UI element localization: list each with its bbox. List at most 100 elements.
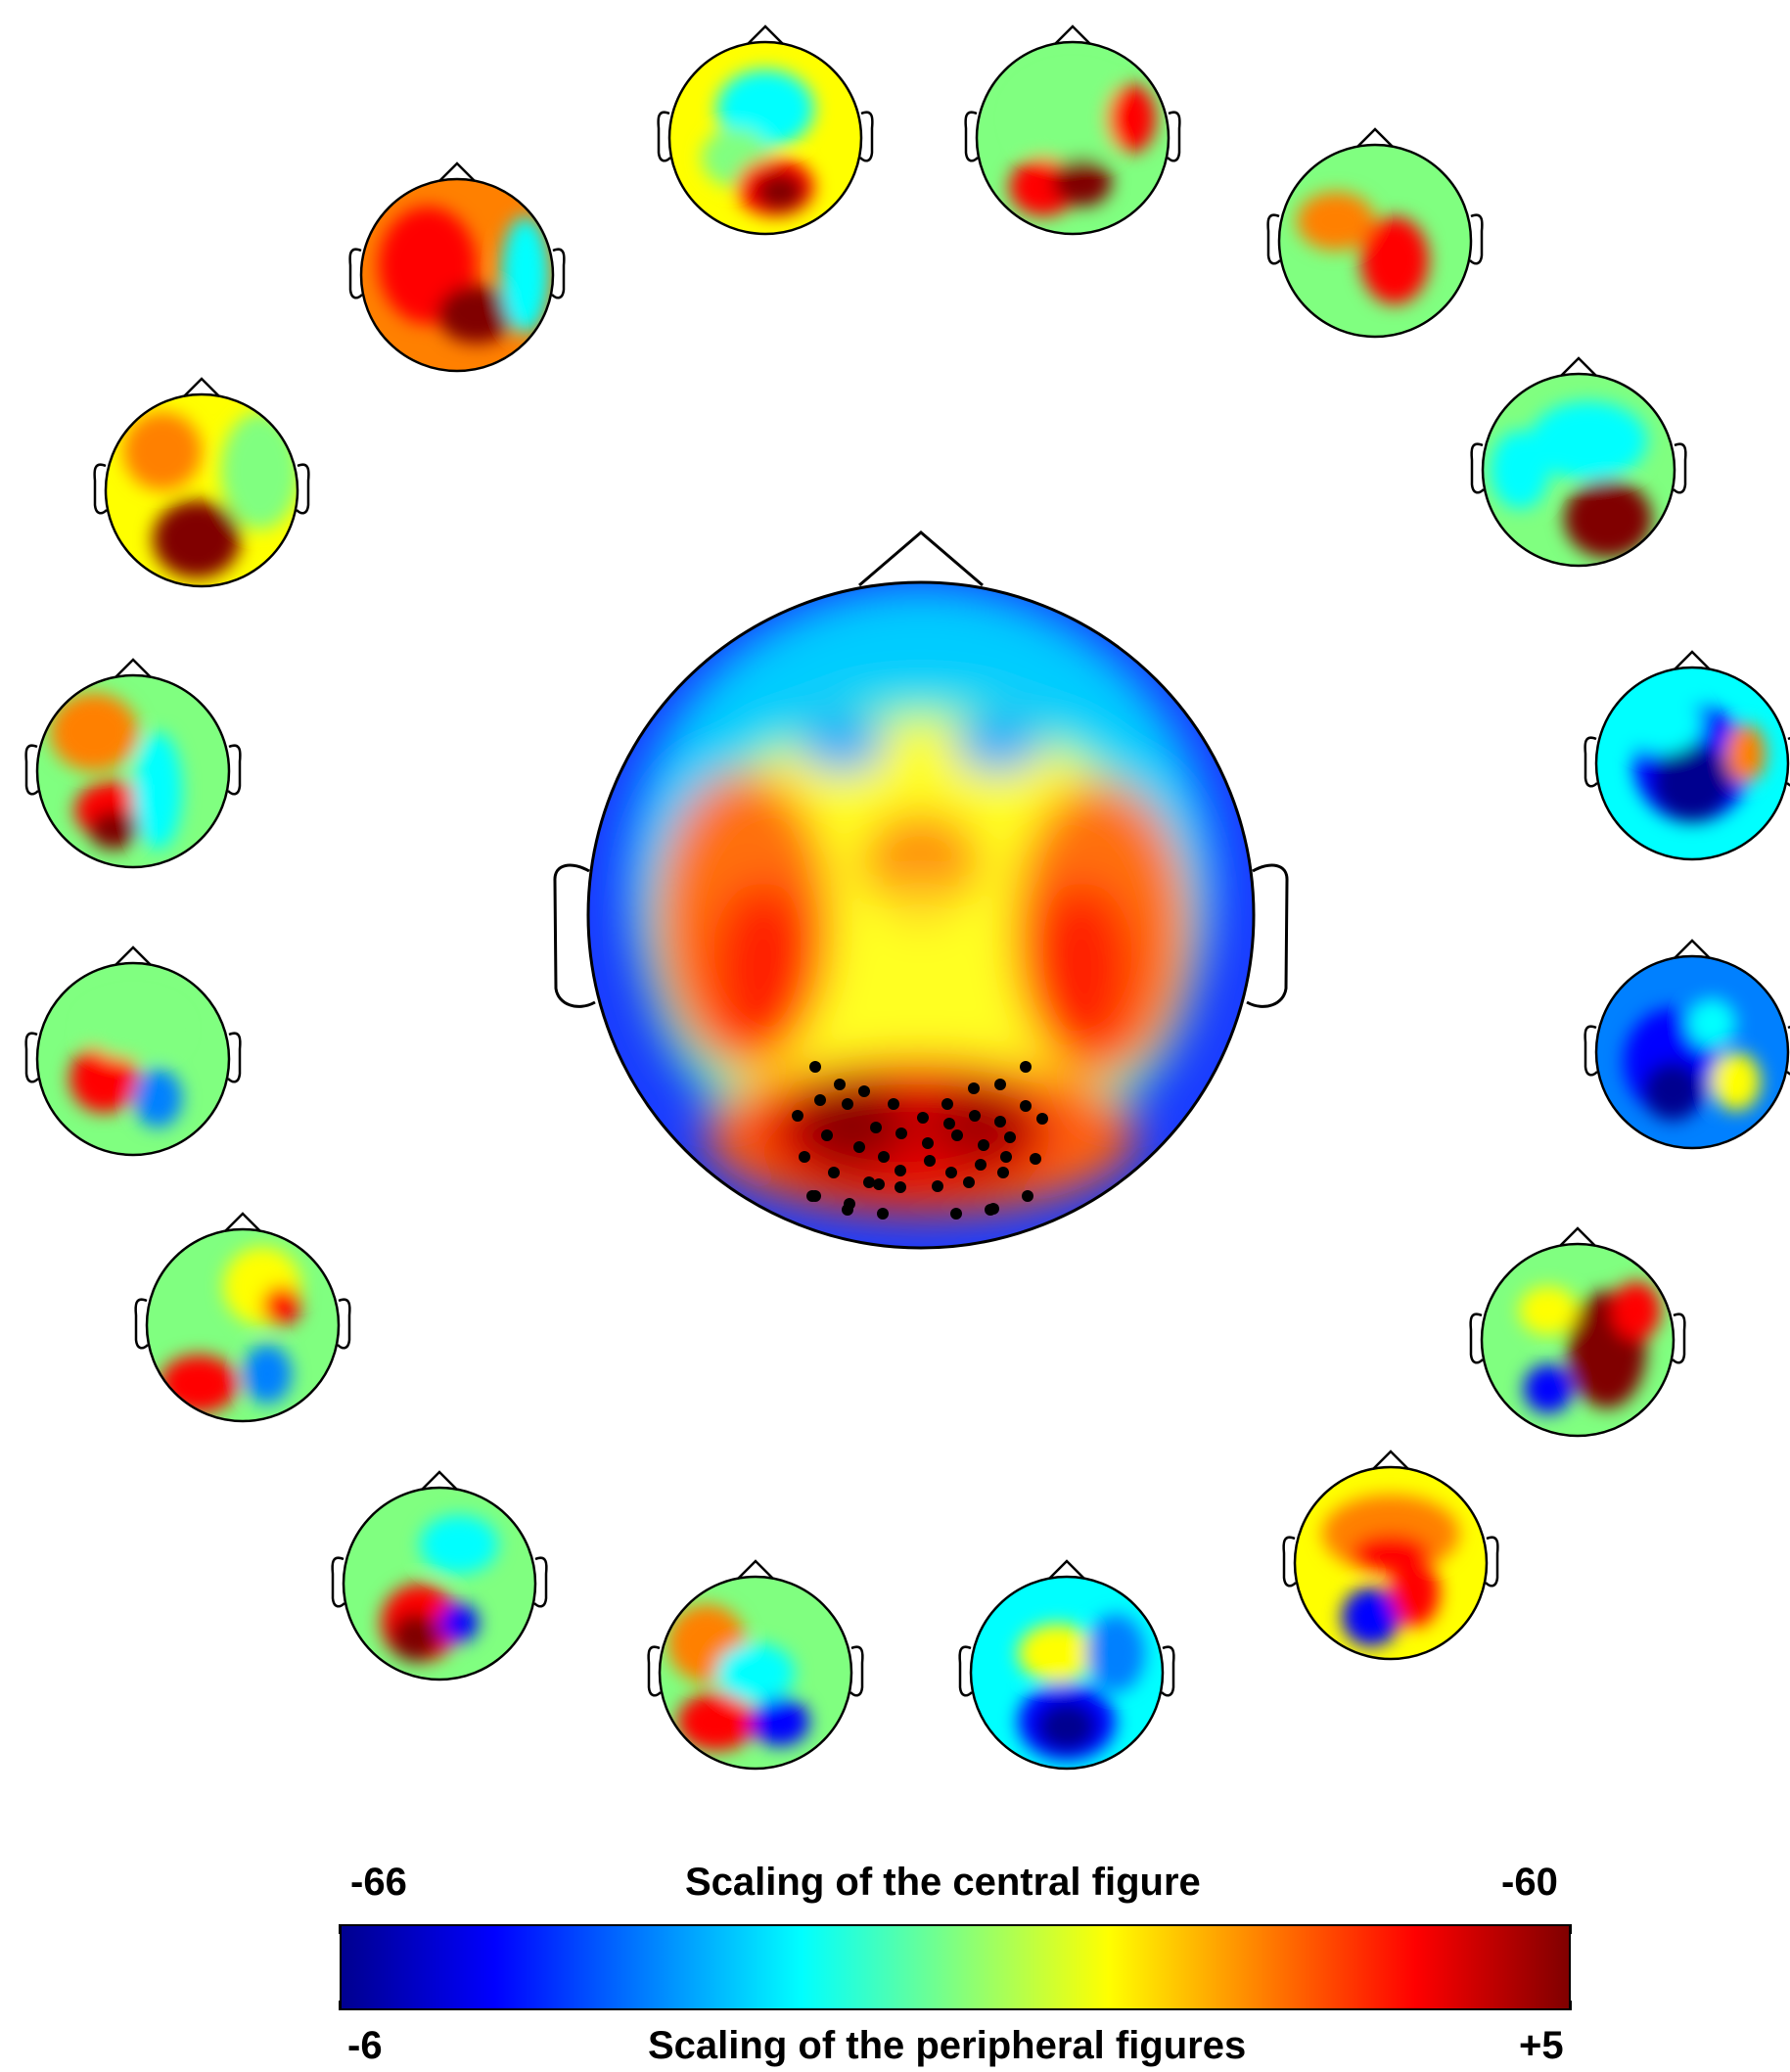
peripheral-scale-min: -6 — [347, 2024, 383, 2067]
peripheral-nose — [1048, 1559, 1085, 1580]
electrode-marker — [806, 1190, 818, 1202]
peripheral-topomap — [1583, 939, 1790, 1150]
peripheral-topomap — [24, 945, 242, 1157]
peripheral-nose — [1674, 939, 1711, 959]
electrode-marker — [809, 1061, 821, 1073]
peripheral-left-ear — [647, 1645, 662, 1697]
peripheral-right-ear — [296, 463, 310, 515]
peripheral-right-ear — [1672, 1312, 1686, 1364]
peripheral-topomap — [24, 658, 242, 869]
peripheral-topomap — [964, 24, 1181, 236]
electrode-marker — [924, 1155, 936, 1167]
electrode-marker — [978, 1139, 989, 1151]
peripheral-head-circle — [1594, 666, 1790, 861]
electrode-marker — [888, 1098, 899, 1110]
significant-electrodes — [792, 1061, 1048, 1220]
peripheral-topomap — [331, 1470, 548, 1681]
peripheral-scale-max: +5 — [1519, 2024, 1564, 2067]
peripheral-nose — [224, 1212, 261, 1232]
peripheral-left-ear — [1583, 736, 1598, 788]
peripheral-left-ear — [657, 111, 671, 162]
peripheral-right-ear — [1167, 111, 1181, 162]
electrode-marker — [895, 1128, 907, 1139]
peripheral-left-ear — [93, 463, 108, 515]
electrode-marker — [877, 1208, 889, 1220]
peripheral-topomaps — [24, 24, 1790, 1771]
central-nose — [858, 530, 984, 587]
electrode-marker — [975, 1159, 987, 1171]
peripheral-topomap — [1470, 356, 1687, 568]
peripheral-right-ear — [1469, 213, 1484, 265]
peripheral-nose — [1559, 1226, 1596, 1247]
electrode-marker — [945, 1167, 957, 1178]
peripheral-left-ear — [24, 1032, 39, 1083]
peripheral-left-ear — [1469, 1312, 1484, 1364]
central-head-outline — [553, 530, 1289, 1008]
peripheral-right-ear — [1485, 1536, 1499, 1588]
peripheral-left-ear — [1470, 442, 1485, 494]
peripheral-right-ear — [859, 111, 874, 162]
peripheral-head-circle — [1480, 1242, 1675, 1438]
peripheral-head-circle — [1293, 1465, 1489, 1661]
electrode-marker — [950, 1208, 962, 1220]
peripheral-nose — [1356, 127, 1394, 148]
electrode-marker — [922, 1137, 934, 1149]
peripheral-head-circle — [145, 1227, 341, 1423]
electrode-marker — [941, 1098, 953, 1110]
peripheral-head-circle — [1277, 143, 1473, 339]
peripheral-nose — [115, 658, 152, 678]
peripheral-left-ear — [134, 1298, 149, 1350]
electrode-marker — [799, 1151, 810, 1163]
peripheral-head-circle — [1594, 954, 1790, 1150]
electrode-marker — [1022, 1190, 1033, 1202]
peripheral-left-ear — [24, 744, 39, 796]
electrode-marker — [963, 1176, 975, 1188]
electrode-marker — [870, 1122, 882, 1133]
electrode-marker — [828, 1167, 840, 1178]
electrode-marker — [878, 1151, 890, 1163]
peripheral-left-ear — [331, 1556, 345, 1608]
peripheral-right-ear — [551, 248, 566, 299]
peripheral-left-ear — [1266, 213, 1281, 265]
electrode-marker — [917, 1112, 929, 1124]
peripheral-left-ear — [964, 111, 979, 162]
peripheral-nose — [438, 161, 476, 182]
electrode-marker — [1030, 1153, 1041, 1165]
electrode-marker — [853, 1141, 865, 1153]
peripheral-topomap — [1266, 127, 1484, 339]
peripheral-left-ear — [348, 248, 363, 299]
peripheral-head-circle — [969, 1575, 1165, 1771]
peripheral-right-ear — [533, 1556, 548, 1608]
electrode-marker — [1020, 1061, 1032, 1073]
peripheral-nose — [737, 1559, 774, 1580]
colorbar — [340, 1924, 1571, 2010]
electrode-marker — [943, 1118, 955, 1129]
peripheral-topomap — [1469, 1226, 1686, 1438]
peripheral-topomap — [657, 24, 874, 236]
peripheral-right-ear — [1673, 442, 1687, 494]
electrode-marker — [1004, 1131, 1016, 1143]
peripheral-topomap — [958, 1559, 1175, 1771]
peripheral-head-circle — [359, 177, 555, 373]
peripheral-nose — [183, 377, 220, 397]
peripheral-nose — [1372, 1450, 1409, 1470]
electrode-marker — [1036, 1113, 1048, 1125]
electrode-marker — [834, 1079, 846, 1090]
peripheral-topomap — [93, 377, 310, 588]
peripheral-head-circle — [104, 392, 299, 588]
electrode-marker — [951, 1129, 963, 1141]
electrode-marker — [792, 1110, 803, 1122]
electrode-marker — [932, 1180, 943, 1192]
peripheral-head-circle — [667, 40, 863, 236]
peripheral-nose — [1054, 24, 1091, 45]
peripheral-topomap — [647, 1559, 864, 1771]
peripheral-nose — [1674, 650, 1711, 670]
electrode-marker — [842, 1204, 853, 1216]
electrode-marker — [842, 1098, 853, 1110]
peripheral-head-circle — [35, 961, 231, 1157]
central-right-ear — [1246, 863, 1289, 1008]
electrode-marker — [895, 1165, 906, 1176]
peripheral-head-circle — [975, 40, 1170, 236]
electrode-marker — [985, 1204, 996, 1216]
